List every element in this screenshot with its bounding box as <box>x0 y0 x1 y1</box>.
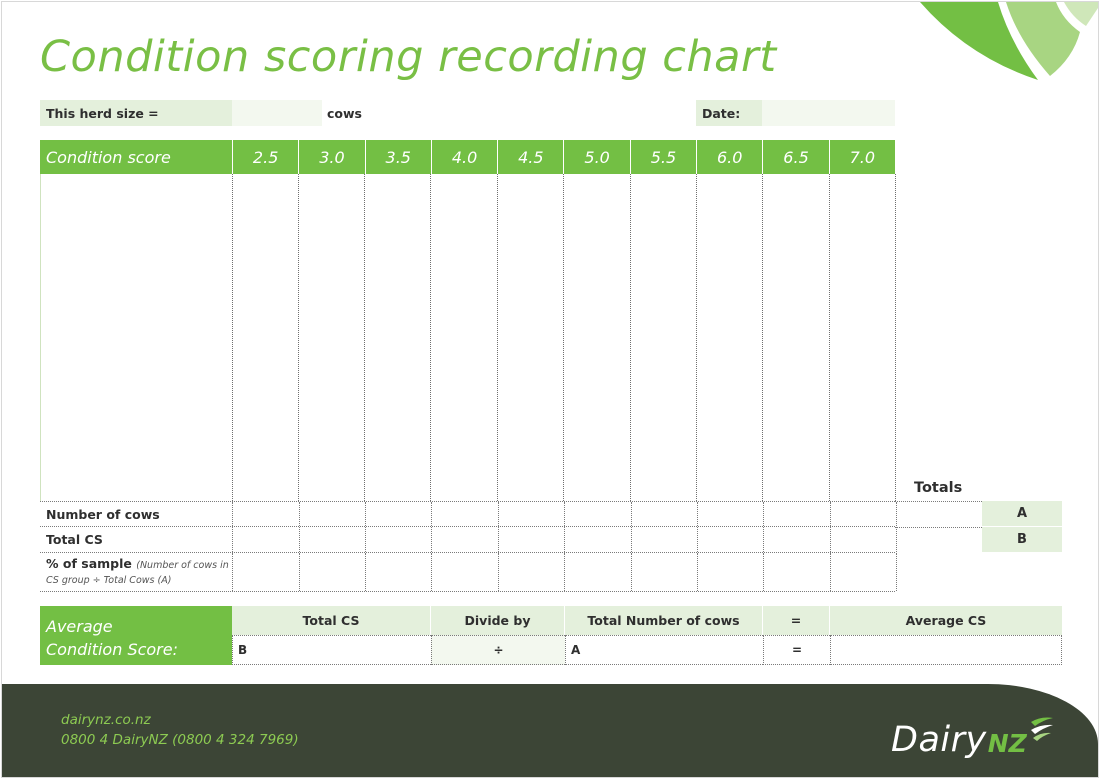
percent-sample-cells[interactable] <box>232 553 897 591</box>
footer-phone: 0800 4 DairyNZ (0800 4 324 7969) <box>61 732 299 748</box>
avg-equals-symbol: = <box>763 635 830 665</box>
tally-column-7-0[interactable] <box>829 174 830 501</box>
number-of-cows-row: Number of cows <box>40 501 897 526</box>
avg-average-cs-field[interactable] <box>830 635 1062 665</box>
average-label-line2: Condition Score: <box>46 640 178 659</box>
percent-sample-row: % of sample (Number of cows in CS group … <box>40 552 897 592</box>
score-header-7-0: 7.0 <box>828 140 895 174</box>
herd-size-unit: cows <box>327 105 362 121</box>
avg-total-cows-field[interactable]: A <box>565 635 763 665</box>
percent-sample-label: % of sample (Number of cows in CS group … <box>46 553 229 591</box>
average-label-line1: Average <box>46 617 113 636</box>
score-header-2-5: 2.5 <box>232 140 298 174</box>
grid-left-border <box>40 174 41 501</box>
total-cs-row: Total CS <box>40 526 897 552</box>
avg-header-total-cows: Total Number of cows <box>565 606 762 635</box>
tally-column-2-5[interactable] <box>232 174 233 501</box>
score-header-6-5: 6.5 <box>762 140 828 174</box>
condition-score-header: Condition score 2.5 3.0 3.5 4.0 4.5 5.0 … <box>40 140 895 174</box>
score-header-3-0: 3.0 <box>298 140 364 174</box>
herd-size-field[interactable] <box>232 100 322 126</box>
score-header-4-0: 4.0 <box>430 140 497 174</box>
tally-column-5-0[interactable] <box>563 174 564 501</box>
score-header-6-0: 6.0 <box>696 140 762 174</box>
logo-nz-text: NZ <box>987 729 1027 758</box>
tally-column-6-5[interactable] <box>762 174 763 501</box>
avg-header-total-cs: Total CS <box>232 606 430 635</box>
avg-header-equals: = <box>763 606 829 635</box>
tally-column-4-0[interactable] <box>430 174 431 501</box>
totals-spacer <box>895 501 982 553</box>
avg-divide-symbol: ÷ <box>431 635 565 665</box>
total-cs-label: Total CS <box>46 532 103 547</box>
number-of-cows-label: Number of cows <box>46 506 160 522</box>
date-field[interactable] <box>762 100 895 126</box>
corner-swoosh-graphic <box>920 2 1098 80</box>
score-header-5-5: 5.5 <box>629 140 696 174</box>
dairynz-logo: Dairy NZ <box>891 714 1055 758</box>
tally-grid <box>40 174 896 501</box>
condition-score-label: Condition score <box>46 147 171 167</box>
tally-column-3-5[interactable] <box>364 174 365 501</box>
tally-column-4-5[interactable] <box>497 174 498 501</box>
score-header-3-5: 3.5 <box>364 140 431 174</box>
score-header-5-0: 5.0 <box>563 140 629 174</box>
total-cows-box-a[interactable]: A <box>982 501 1062 526</box>
percent-sample-title: % of sample <box>46 556 132 571</box>
percent-sample-note-2: CS group ÷ Total Cows (A) <box>46 575 172 586</box>
avg-total-cs-field[interactable]: B <box>232 635 431 665</box>
date-label: Date: <box>696 100 762 126</box>
score-header-4-5: 4.5 <box>497 140 563 174</box>
herd-size-label: This herd size = <box>40 100 232 126</box>
totals-label: Totals <box>914 480 963 496</box>
tally-column-6-0[interactable] <box>696 174 697 501</box>
avg-header-average-cs: Average CS <box>830 606 1062 635</box>
average-condition-score-label: Average Condition Score: <box>40 606 232 665</box>
total-cs-box-b[interactable]: B <box>982 527 1062 552</box>
footer-band <box>2 684 1098 777</box>
footer-website[interactable]: dairynz.co.nz <box>61 712 151 728</box>
grid-right-border <box>895 174 896 501</box>
tally-column-3-0[interactable] <box>298 174 299 501</box>
logo-leaf-icon <box>1030 717 1053 741</box>
total-cs-cells[interactable] <box>232 527 897 552</box>
percent-sample-note-1: (Number of cows in <box>136 560 229 571</box>
page-title: Condition scoring recording chart <box>40 32 777 82</box>
logo-dairy-text: Dairy <box>891 720 987 760</box>
number-of-cows-cells[interactable] <box>232 502 897 526</box>
tally-column-5-5[interactable] <box>630 174 631 501</box>
avg-header-divide-by: Divide by <box>431 606 564 635</box>
